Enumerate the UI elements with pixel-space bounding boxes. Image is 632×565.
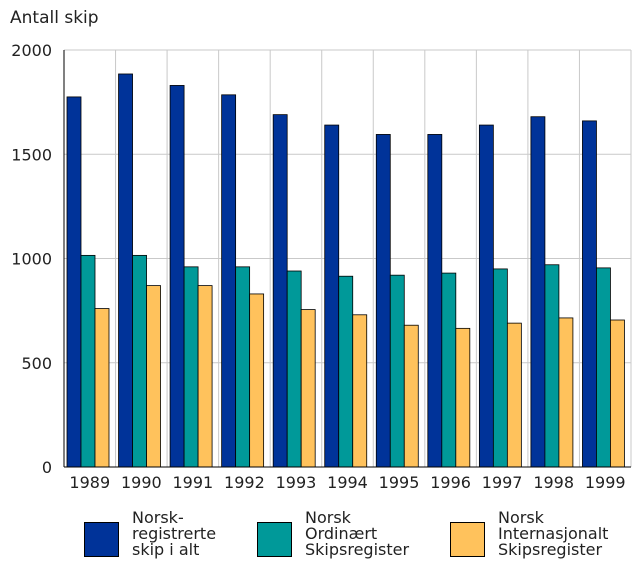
bar xyxy=(427,134,443,468)
bar xyxy=(221,94,237,468)
bar xyxy=(389,274,405,468)
bar xyxy=(324,124,340,468)
x-tick-label: 1989 xyxy=(69,473,110,492)
bar xyxy=(132,254,147,468)
bar xyxy=(300,309,316,468)
x-tick-label: 1990 xyxy=(121,473,162,492)
y-tick-label: 0 xyxy=(42,458,52,477)
bar xyxy=(235,266,251,468)
bar xyxy=(146,285,161,468)
x-tick-label: 1991 xyxy=(173,473,214,492)
bar xyxy=(169,85,185,468)
bar xyxy=(596,267,611,468)
bar xyxy=(66,96,82,468)
x-tick-label: 1997 xyxy=(482,473,523,492)
bar xyxy=(558,317,574,468)
bar xyxy=(338,275,354,468)
bar xyxy=(582,120,597,468)
y-tick-label: 1000 xyxy=(11,250,52,269)
bar xyxy=(506,322,522,468)
y-axis-label: Antall skip xyxy=(10,8,99,28)
bar xyxy=(94,308,110,468)
bar xyxy=(375,134,391,468)
bar xyxy=(441,272,457,468)
bar xyxy=(249,293,265,468)
x-tick-label: 1994 xyxy=(327,473,368,492)
x-tick-label: 1998 xyxy=(533,473,574,492)
y-tick-label: 500 xyxy=(21,354,52,373)
y-tick-label: 1500 xyxy=(11,145,52,164)
x-tick-label: 1999 xyxy=(585,473,626,492)
bar xyxy=(352,314,368,468)
bar xyxy=(80,254,96,468)
bar xyxy=(478,124,494,468)
bar xyxy=(272,114,288,468)
bar xyxy=(197,285,213,468)
bar xyxy=(118,73,133,468)
bar xyxy=(530,116,546,468)
x-tick-label: 1995 xyxy=(379,473,420,492)
bar xyxy=(455,327,471,468)
x-tick-label: 1993 xyxy=(276,473,317,492)
bar xyxy=(183,266,199,468)
bar xyxy=(492,268,508,468)
bar xyxy=(403,324,419,468)
bar xyxy=(610,319,625,468)
y-tick-label: 2000 xyxy=(11,41,52,60)
bar xyxy=(286,270,302,468)
x-tick-label: 1992 xyxy=(224,473,265,492)
bar xyxy=(544,264,560,468)
x-tick-label: 1996 xyxy=(430,473,471,492)
